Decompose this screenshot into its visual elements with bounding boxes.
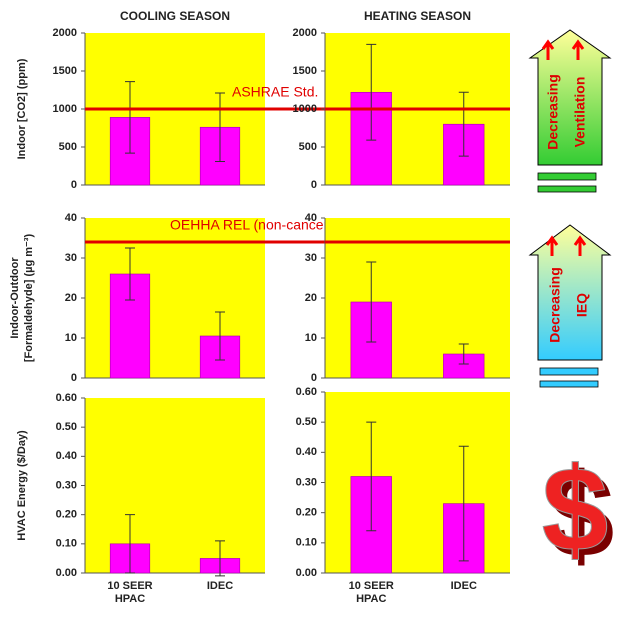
y-tick-label: 0.50 <box>296 416 317 428</box>
y-tick-label: 2000 <box>53 27 77 39</box>
error-bar <box>125 81 135 154</box>
x-tick-label: 10 SEER <box>349 580 394 592</box>
y-axis-label: HVAC Energy ($/Day) <box>16 430 28 541</box>
panel-title: HEATING SEASON <box>364 9 471 23</box>
error-bar <box>458 91 469 157</box>
y-tick-label: 40 <box>305 212 317 224</box>
x-tick-label: 10 SEER <box>107 580 152 592</box>
y-tick-label: 0.40 <box>296 446 317 458</box>
side-label: Ventilation <box>572 77 588 148</box>
y-tick-label: 1500 <box>293 65 317 77</box>
error-bar <box>458 343 469 365</box>
y-tick-label: 1500 <box>53 65 77 77</box>
error-bar <box>366 421 377 532</box>
error-bar <box>215 92 225 162</box>
dollar-graphic: $ $ <box>541 442 615 583</box>
y-tick-label: 0.20 <box>296 507 317 519</box>
y-tick-label: 20 <box>305 292 317 304</box>
y-tick-label: 500 <box>59 141 77 153</box>
ventilation-graphic: Decreasing Ventilation <box>528 29 612 193</box>
error-bar <box>125 514 135 574</box>
x-tick-label: IDEC <box>451 580 477 592</box>
y-tick-label: 0.20 <box>56 509 77 521</box>
error-bar <box>366 261 377 343</box>
error-bar <box>215 311 225 361</box>
y-tick-label: 1000 <box>293 103 317 115</box>
error-bar <box>215 540 225 577</box>
dollar-shadow: $ <box>548 449 615 583</box>
y-tick-label: 0 <box>71 372 77 384</box>
y-tick-label: 10 <box>65 332 77 344</box>
side-label: Decreasing <box>547 267 563 342</box>
y-tick-label: 0.10 <box>56 538 77 550</box>
x-tick-label: IDEC <box>207 580 233 592</box>
y-axis-label: Indoor-Outdoor <box>9 257 21 339</box>
y-tick-label: 20 <box>65 292 77 304</box>
y-tick-label: 0.60 <box>56 392 77 404</box>
y-tick-label: 30 <box>65 252 77 264</box>
error-bar <box>366 43 377 141</box>
y-tick-label: 0 <box>71 179 77 191</box>
y-tick-label: 0.10 <box>296 537 317 549</box>
y-tick-label: 0 <box>311 179 317 191</box>
y-tick-label: 0.60 <box>296 386 317 398</box>
y-axis-label: [Formaldehyde] (µg m⁻³) <box>23 234 35 363</box>
y-tick-label: 2000 <box>293 27 317 39</box>
y-tick-label: 0.40 <box>56 450 77 462</box>
error-bar <box>125 247 135 301</box>
x-tick-label: HPAC <box>356 593 386 605</box>
panel-title: COOLING SEASON <box>120 9 230 23</box>
y-tick-label: 1000 <box>53 103 77 115</box>
y-tick-label: 0.00 <box>56 567 77 579</box>
x-tick-label: HPAC <box>115 593 145 605</box>
dollar-sign: $ <box>542 443 609 577</box>
y-axis-label: Indoor [CO2] (ppm) <box>16 58 28 159</box>
y-tick-label: 40 <box>65 212 77 224</box>
y-tick-label: 500 <box>299 141 317 153</box>
side-label: IEQ <box>574 293 590 317</box>
y-tick-label: 30 <box>305 252 317 264</box>
y-tick-label: 0 <box>311 372 317 384</box>
y-tick-label: 0.50 <box>56 421 77 433</box>
side-label: Decreasing <box>545 74 561 149</box>
error-bar <box>458 445 469 562</box>
y-tick-label: 0.30 <box>296 476 317 488</box>
ieq-graphic: Decreasing IEQ <box>528 224 612 388</box>
y-tick-label: 0.30 <box>56 479 77 491</box>
reference-label: OEHHA REL (non-cancer) <box>170 217 333 233</box>
y-tick-label: 10 <box>305 332 317 344</box>
y-tick-label: 0.00 <box>296 567 317 579</box>
reference-label: ASHRAE Std. <box>232 84 318 100</box>
